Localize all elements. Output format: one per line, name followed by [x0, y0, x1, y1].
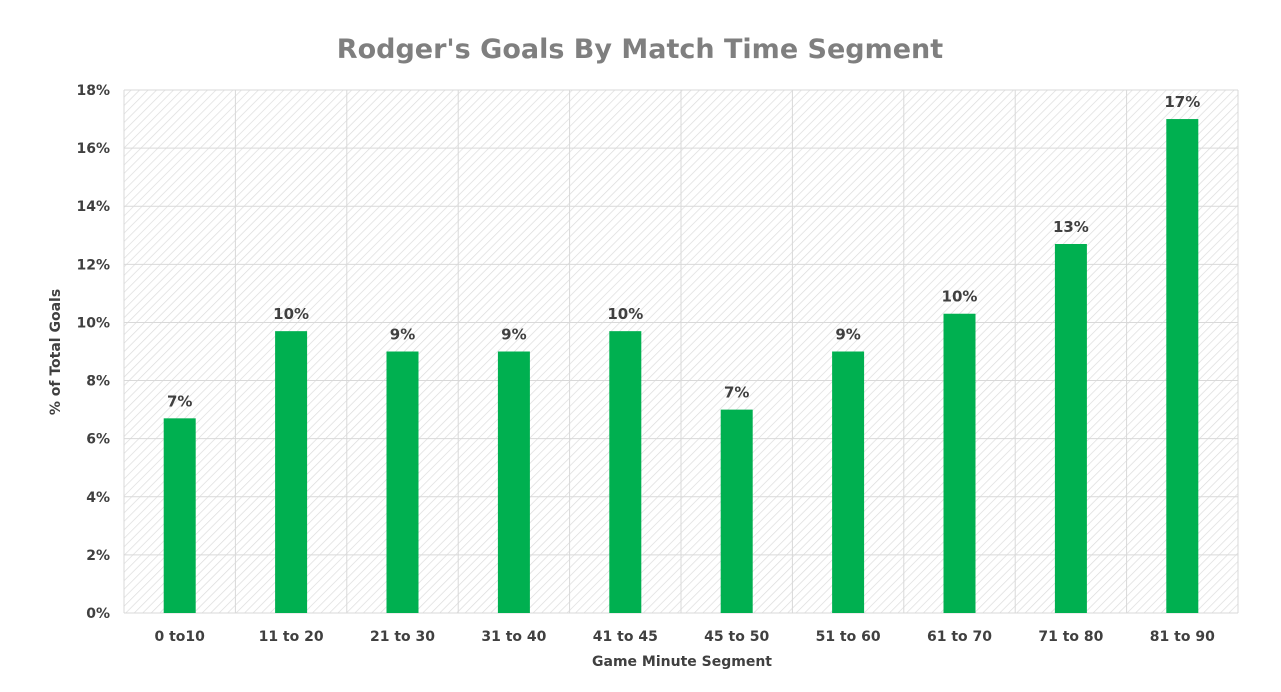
- bars: [163, 119, 1199, 614]
- bar: [163, 418, 196, 613]
- bar: [386, 351, 419, 613]
- x-tick-label: 51 to 60: [816, 629, 881, 645]
- y-tick-label: 14%: [76, 199, 110, 215]
- x-tick-label: 21 to 30: [370, 629, 435, 645]
- data-label: 17%: [1164, 93, 1200, 111]
- y-tick-label: 6%: [86, 432, 110, 448]
- y-axis-title: % of Total Goals: [48, 289, 64, 415]
- data-label: 7%: [167, 392, 192, 410]
- bar: [497, 351, 530, 613]
- x-tick-label: 71 to 80: [1038, 629, 1103, 645]
- bar: [609, 331, 642, 613]
- bar: [832, 351, 865, 613]
- x-axis-title: Game Minute Segment: [592, 654, 772, 670]
- y-tick-label: 10%: [76, 315, 110, 331]
- data-label: 9%: [835, 326, 860, 344]
- bar: [1166, 119, 1199, 614]
- y-tick-label: 16%: [76, 141, 110, 157]
- data-label: 7%: [724, 384, 749, 402]
- data-label: 9%: [501, 326, 526, 344]
- data-labels: 7% 10% 9% 9% 10% 7% 9% 10% 13% 17%: [167, 93, 1200, 410]
- x-tick-label: 31 to 40: [481, 629, 546, 645]
- y-tick-label: 8%: [86, 374, 110, 390]
- x-axis-ticks: 0 to10 11 to 20 21 to 30 31 to 40 41 to 45 45…: [154, 629, 1215, 645]
- data-label: 10%: [607, 305, 643, 323]
- y-tick-label: 4%: [86, 490, 110, 506]
- chart-title: Rodger's Goals By Match Time Segment: [337, 34, 943, 65]
- y-tick-label: 18%: [76, 83, 110, 99]
- bar: [720, 409, 753, 613]
- y-tick-label: 0%: [86, 606, 110, 622]
- y-tick-label: 2%: [86, 548, 110, 564]
- bar: [1054, 243, 1087, 613]
- bar: [943, 313, 976, 613]
- x-tick-label: 41 to 45: [593, 629, 658, 645]
- data-label: 9%: [390, 326, 415, 344]
- gridlines: [123, 89, 1239, 614]
- y-axis-ticks: 0% 2% 4% 6% 8% 10% 12% 14% 16% 18%: [76, 83, 110, 622]
- data-label: 10%: [273, 305, 309, 323]
- x-tick-label: 61 to 70: [927, 629, 992, 645]
- x-tick-label: 81 to 90: [1150, 629, 1215, 645]
- x-tick-label: 0 to10: [154, 629, 205, 645]
- data-label: 13%: [1053, 218, 1089, 236]
- y-tick-label: 12%: [76, 257, 110, 273]
- bar: [275, 331, 308, 613]
- x-tick-label: 11 to 20: [259, 629, 324, 645]
- data-label: 10%: [942, 288, 978, 306]
- x-tick-label: 45 to 50: [704, 629, 769, 645]
